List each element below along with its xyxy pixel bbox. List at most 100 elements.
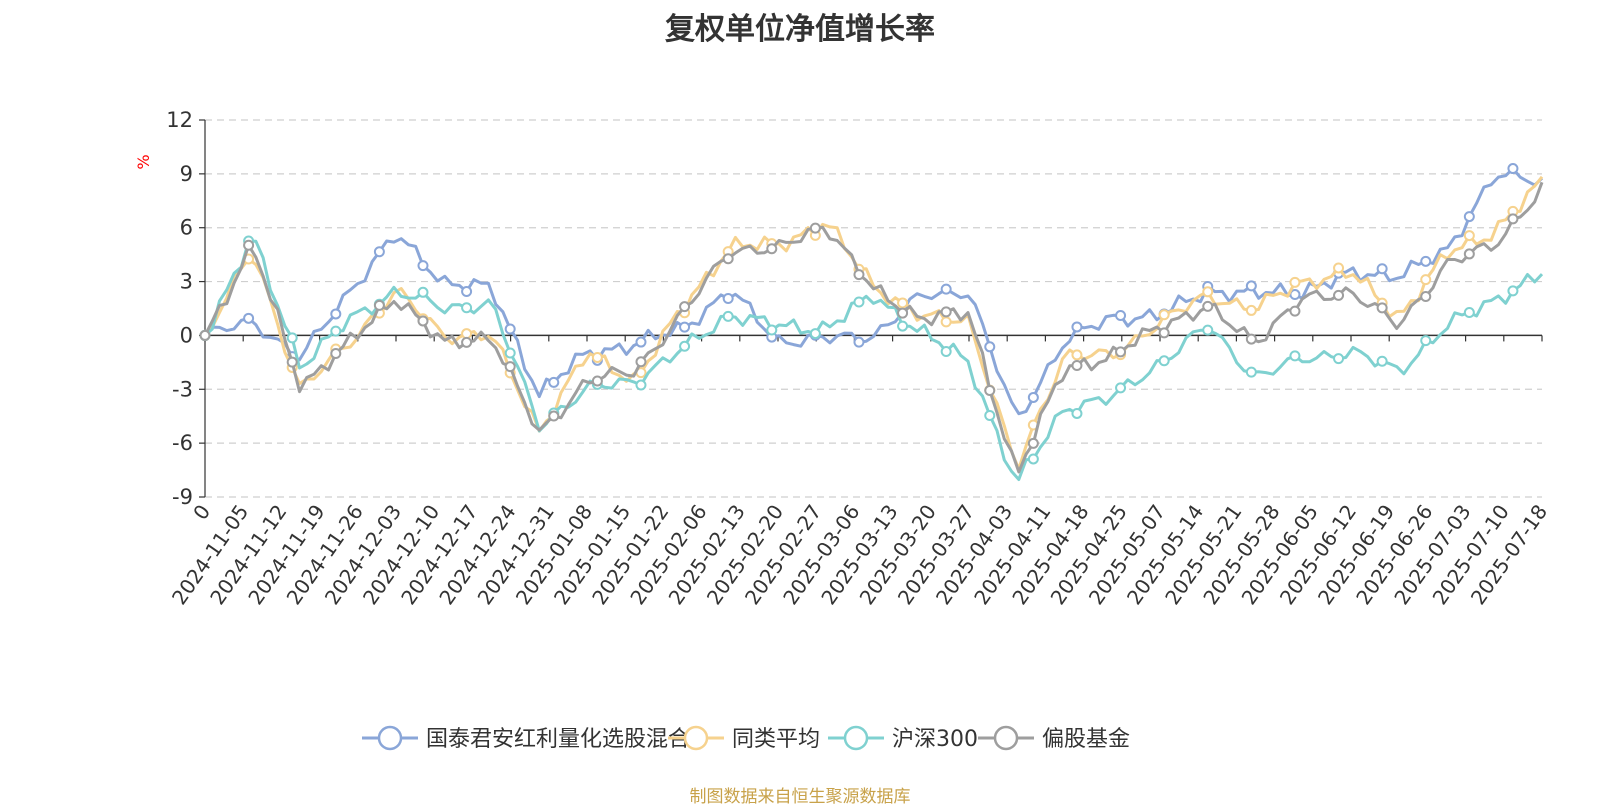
data-point xyxy=(1202,286,1214,298)
data-point xyxy=(809,222,821,234)
data-point xyxy=(1115,346,1127,358)
legend-swatch-marker xyxy=(843,725,869,751)
legend-item[interactable]: 同类平均 xyxy=(668,725,820,752)
data-point xyxy=(591,375,603,387)
data-source-note: 制图数据来自恒生聚源数据库 xyxy=(689,787,911,807)
legend-swatch-marker xyxy=(377,725,403,751)
data-point xyxy=(1507,213,1519,225)
data-point xyxy=(1289,350,1301,362)
legend-swatch-marker xyxy=(993,725,1019,751)
data-point xyxy=(1027,391,1039,403)
data-point xyxy=(1071,407,1083,419)
data-point xyxy=(1289,276,1301,288)
data-point xyxy=(635,379,647,391)
data-point xyxy=(809,328,821,340)
data-point xyxy=(940,306,952,318)
y-axis-unit: % xyxy=(134,154,153,169)
data-point xyxy=(940,346,952,358)
data-point xyxy=(1245,333,1257,345)
data-point xyxy=(286,332,298,344)
x-tick-label: 0 xyxy=(188,500,215,524)
data-point xyxy=(1027,453,1039,465)
data-point xyxy=(504,361,516,373)
data-point xyxy=(722,310,734,322)
data-point xyxy=(1158,355,1170,367)
data-point xyxy=(461,302,473,314)
data-point xyxy=(373,246,385,258)
data-point xyxy=(286,356,298,368)
data-point xyxy=(1202,300,1214,312)
data-point xyxy=(1463,230,1475,242)
data-point xyxy=(940,283,952,295)
data-point xyxy=(1158,327,1170,339)
data-point xyxy=(984,385,996,397)
legend-item[interactable]: 偏股基金 xyxy=(978,725,1130,752)
data-point xyxy=(1245,366,1257,378)
data-point xyxy=(461,328,473,340)
data-point xyxy=(679,321,691,333)
legend-label: 国泰君安红利量化选股混合A xyxy=(426,727,705,752)
y-tick-label: 3 xyxy=(180,270,193,294)
data-point xyxy=(1463,306,1475,318)
data-point xyxy=(984,409,996,421)
data-point xyxy=(722,292,734,304)
data-point xyxy=(635,356,647,368)
data-point xyxy=(1420,255,1432,267)
y-tick-label: 12 xyxy=(166,108,193,132)
series-group xyxy=(199,175,1544,471)
data-point xyxy=(504,347,516,359)
data-point xyxy=(897,297,909,309)
legend-swatch-marker xyxy=(683,725,709,751)
data-point xyxy=(548,376,560,388)
data-point xyxy=(679,340,691,352)
y-tick-label: -3 xyxy=(172,377,193,401)
y-tick-label: 9 xyxy=(180,162,193,186)
data-point xyxy=(635,336,647,348)
data-point xyxy=(417,260,429,272)
data-point xyxy=(897,320,909,332)
data-point xyxy=(679,301,691,313)
legend-item[interactable]: 沪深300 xyxy=(828,725,978,752)
data-point xyxy=(853,269,865,281)
data-point xyxy=(1071,360,1083,372)
legend-item[interactable]: 国泰君安红利量化选股混合A xyxy=(362,725,705,752)
data-point xyxy=(417,315,429,327)
data-point xyxy=(1071,321,1083,333)
data-point xyxy=(853,336,865,348)
data-point xyxy=(1245,304,1257,316)
data-point xyxy=(199,329,211,341)
data-point xyxy=(1333,289,1345,301)
y-tick-label: 0 xyxy=(180,323,193,347)
data-point xyxy=(766,243,778,255)
data-point xyxy=(1463,248,1475,260)
data-point xyxy=(330,348,342,360)
series-line xyxy=(204,239,1544,481)
data-point xyxy=(853,296,865,308)
series-group xyxy=(199,181,1544,474)
legend-label: 同类平均 xyxy=(732,727,820,752)
legend-label: 沪深300 xyxy=(892,727,978,752)
data-point xyxy=(1071,349,1083,361)
data-point xyxy=(504,323,516,335)
data-point xyxy=(1376,302,1388,314)
data-point xyxy=(548,410,560,422)
data-point xyxy=(1245,280,1257,292)
data-point xyxy=(330,325,342,337)
series-layer xyxy=(199,163,1544,481)
data-point xyxy=(1115,382,1127,394)
series-group xyxy=(199,235,1544,481)
data-point xyxy=(1507,285,1519,297)
y-tick-label: -6 xyxy=(172,431,193,455)
data-point xyxy=(1289,305,1301,317)
data-point xyxy=(1158,309,1170,321)
data-point xyxy=(243,312,255,324)
grid-lines xyxy=(205,119,1542,498)
data-point xyxy=(417,286,429,298)
data-point xyxy=(591,352,603,364)
data-point xyxy=(1027,437,1039,449)
legend[interactable]: 国泰君安红利量化选股混合A 同类平均 沪深300 偏股基金 xyxy=(362,725,1130,752)
data-point xyxy=(722,253,734,265)
series-line xyxy=(203,181,1544,474)
data-point xyxy=(1420,291,1432,303)
data-point xyxy=(897,307,909,319)
